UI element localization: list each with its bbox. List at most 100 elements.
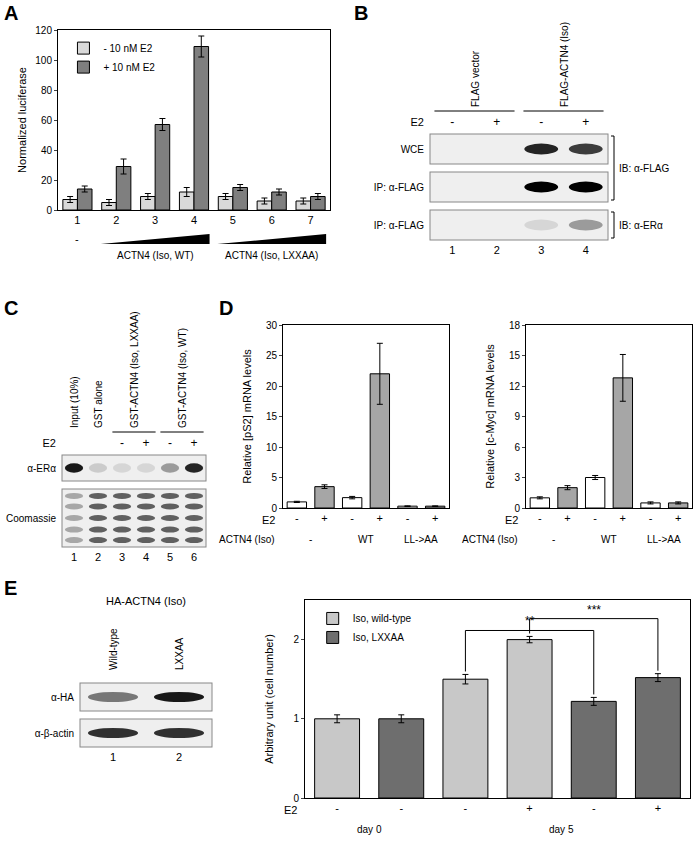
svg-text:E2: E2: [505, 514, 518, 526]
svg-text:WT: WT: [358, 534, 374, 545]
svg-text:GST-ACTN4 (Iso, WT): GST-ACTN4 (Iso, WT): [177, 328, 188, 428]
svg-text:-: -: [75, 233, 79, 245]
svg-text:5: 5: [271, 472, 277, 483]
svg-text:ACTN4 (Iso, LXXAA): ACTN4 (Iso, LXXAA): [225, 250, 318, 261]
svg-text:2: 2: [95, 551, 101, 563]
svg-text:3: 3: [152, 214, 158, 226]
svg-text:-: -: [538, 512, 542, 524]
svg-text:-: -: [593, 512, 597, 524]
svg-text:15: 15: [509, 350, 521, 361]
svg-text:15: 15: [266, 411, 278, 422]
svg-text:-: -: [464, 802, 468, 814]
svg-text:7: 7: [308, 214, 314, 226]
svg-text:-: -: [399, 802, 403, 814]
svg-text:6: 6: [514, 442, 520, 453]
svg-text:ACTN4 (Iso): ACTN4 (Iso): [219, 534, 275, 545]
svg-text:25: 25: [266, 350, 278, 361]
svg-text:LL->AA: LL->AA: [404, 534, 438, 545]
svg-text:40: 40: [41, 145, 53, 156]
svg-text:Relative [c-Myc] mRNA levels: Relative [c-Myc] mRNA levels: [484, 344, 496, 489]
svg-text:+: +: [142, 436, 149, 450]
svg-text:-: -: [168, 436, 172, 450]
svg-text:WCE: WCE: [401, 144, 425, 155]
svg-text:FLAG vector: FLAG vector: [470, 50, 481, 107]
svg-text:-: -: [592, 802, 596, 814]
svg-text:Normalized luciferase: Normalized luciferase: [16, 67, 28, 173]
svg-text:E2: E2: [262, 514, 275, 526]
svg-text:-: -: [335, 802, 339, 814]
svg-text:3: 3: [538, 244, 544, 256]
svg-text:GST alone: GST alone: [93, 380, 104, 428]
svg-text:Coomassie: Coomassie: [6, 513, 56, 524]
svg-text:+: +: [564, 512, 570, 524]
svg-text:IP: α-FLAG: IP: α-FLAG: [374, 182, 424, 193]
svg-text:***: ***: [587, 603, 601, 617]
svg-text:+: +: [493, 115, 500, 129]
svg-text:2: 2: [494, 244, 500, 256]
svg-text:HA-ACTN4 (Iso): HA-ACTN4 (Iso): [106, 595, 186, 607]
svg-text:10: 10: [266, 442, 278, 453]
svg-text:6: 6: [269, 214, 275, 226]
svg-text:+: +: [526, 802, 532, 814]
svg-text:IB: α-ERα: IB: α-ERα: [619, 220, 663, 231]
svg-text:-: -: [649, 512, 653, 524]
svg-text:0: 0: [271, 503, 277, 514]
svg-text:E2: E2: [411, 116, 424, 128]
svg-text:18: 18: [509, 320, 521, 331]
svg-text:+: +: [190, 436, 197, 450]
svg-text:30: 30: [266, 320, 278, 331]
svg-text:2: 2: [176, 751, 182, 763]
svg-text:0: 0: [514, 503, 520, 514]
svg-text:+: +: [655, 802, 661, 814]
svg-text:1: 1: [74, 214, 80, 226]
svg-text:0: 0: [46, 205, 52, 216]
svg-text:LL->AA: LL->AA: [647, 534, 681, 545]
svg-text:+: +: [675, 512, 681, 524]
svg-text:12: 12: [509, 381, 521, 392]
svg-text:6: 6: [191, 551, 197, 563]
svg-text:Relative [pS2] mRNA levels: Relative [pS2] mRNA levels: [241, 349, 253, 484]
svg-text:4: 4: [583, 244, 589, 256]
svg-text:day 5: day 5: [549, 824, 574, 835]
svg-text:Input (10%): Input (10%): [69, 376, 80, 428]
svg-text:α-ERα: α-ERα: [27, 463, 56, 474]
svg-text:1: 1: [110, 751, 116, 763]
svg-text:- 10 nM E2: - 10 nM E2: [103, 43, 152, 54]
svg-text:60: 60: [41, 115, 53, 126]
svg-text:1: 1: [71, 551, 77, 563]
svg-text:IP: α-FLAG: IP: α-FLAG: [374, 220, 424, 231]
svg-text:day 0: day 0: [357, 824, 382, 835]
svg-text:-: -: [406, 512, 410, 524]
svg-text:-: -: [539, 115, 543, 129]
svg-text:+: +: [582, 115, 589, 129]
svg-text:-: -: [450, 115, 454, 129]
svg-text:1: 1: [293, 713, 299, 724]
svg-text:+ 10 nM E2: + 10 nM E2: [103, 62, 155, 73]
svg-text:+: +: [432, 512, 438, 524]
svg-text:ACTN4 (Iso): ACTN4 (Iso): [462, 534, 518, 545]
svg-text:-: -: [295, 512, 299, 524]
svg-text:E2: E2: [284, 804, 297, 816]
svg-text:100: 100: [35, 55, 52, 66]
svg-text:5: 5: [230, 214, 236, 226]
svg-text:3: 3: [514, 472, 520, 483]
svg-text:-: -: [350, 512, 354, 524]
svg-text:Arbitrary unit (cell number): Arbitrary unit (cell number): [263, 634, 275, 764]
svg-text:ACTN4 (Iso, WT): ACTN4 (Iso, WT): [117, 250, 194, 261]
svg-text:0: 0: [293, 793, 299, 804]
svg-text:+: +: [377, 512, 383, 524]
svg-text:-: -: [120, 436, 124, 450]
svg-text:3: 3: [119, 551, 125, 563]
svg-text:4: 4: [191, 214, 197, 226]
svg-text:5: 5: [167, 551, 173, 563]
svg-text:-: -: [309, 534, 312, 545]
svg-text:1: 1: [449, 244, 455, 256]
svg-text:2: 2: [113, 214, 119, 226]
svg-text:IB: α-FLAG: IB: α-FLAG: [619, 163, 669, 174]
svg-text:+: +: [620, 512, 626, 524]
svg-text:α-β-actin: α-β-actin: [35, 728, 74, 739]
svg-text:GST-ACTN4 (Iso, LXXAA): GST-ACTN4 (Iso, LXXAA): [129, 311, 140, 428]
svg-text:2: 2: [293, 634, 299, 645]
svg-text:WT: WT: [601, 534, 617, 545]
svg-text:**: **: [525, 614, 535, 628]
